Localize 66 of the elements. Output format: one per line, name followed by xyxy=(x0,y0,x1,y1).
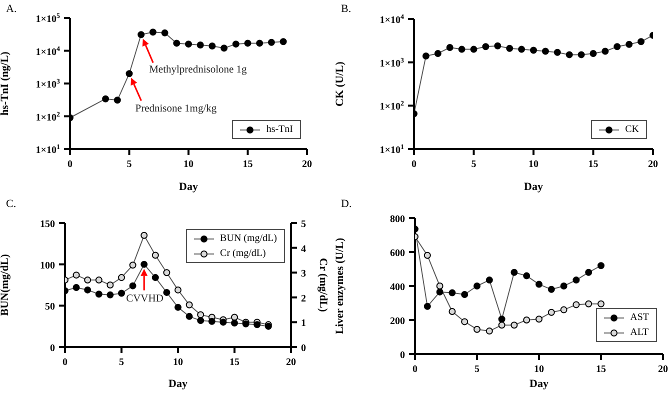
x-tick-label: 10 xyxy=(184,159,194,170)
y-tick-label: 1×10$^{3}$ xyxy=(36,78,60,90)
annotation: Prednisone 1mg/kg xyxy=(135,104,218,115)
y-tick-label: 600 xyxy=(390,248,405,259)
chart-title: D. xyxy=(341,198,352,210)
y2-tick-label: 3 xyxy=(301,268,306,280)
y-tick-label: 150 xyxy=(40,219,55,230)
y-axis-title: BUN(mg/dL) xyxy=(0,254,11,316)
y-tick-label: 1×10$^{5}$ xyxy=(36,12,60,25)
legend-label: ALT xyxy=(630,326,649,340)
x-tick-label: 10 xyxy=(534,364,544,375)
x-tick-label: 10 xyxy=(528,159,538,170)
x-axis-title: Day xyxy=(530,378,549,390)
x-tick-label: 0 xyxy=(412,159,416,170)
x-tick-label: 0 xyxy=(68,159,72,170)
y-axis-title: CK (U/L) xyxy=(334,61,346,106)
y2-tick-label: 1 xyxy=(301,318,306,330)
x-tick-label: 5 xyxy=(474,364,480,375)
x-tick-label: 20 xyxy=(658,364,668,375)
x-tick-label: 5 xyxy=(119,357,124,368)
x-tick-label: 15 xyxy=(588,159,598,170)
y-tick-label: 400 xyxy=(390,282,405,293)
y-tick-label: 1×10$^{3}$ xyxy=(380,56,404,70)
y-axis-title: Liver enzymes (U/L) xyxy=(334,238,346,334)
chart-title: B. xyxy=(341,3,352,15)
y-tick-label: 1×10$^{4}$ xyxy=(36,44,60,58)
x-tick-label: 20 xyxy=(302,159,312,170)
y-tick-label: 1×10$^{1}$ xyxy=(36,143,60,156)
y2-tick-label: 5 xyxy=(301,219,306,230)
x-axis-title: Day xyxy=(168,378,188,390)
annotation: CVVHD xyxy=(126,293,164,304)
y2-tick-label: 0 xyxy=(301,343,306,354)
y-tick-label: 50 xyxy=(45,302,55,313)
x-tick-label: 10 xyxy=(173,357,183,368)
y-tick-label: 200 xyxy=(390,316,405,327)
legend-label: Cr (mg/dL) xyxy=(220,247,266,261)
annotation: Methylprednisolone 1g xyxy=(149,64,248,76)
y-tick-label: 1×10$^{2}$ xyxy=(36,110,60,124)
x-tick-label: 20 xyxy=(286,357,296,368)
x-tick-label: 15 xyxy=(242,159,253,170)
chart-title: A. xyxy=(6,3,17,15)
y-tick-label: 0 xyxy=(50,343,55,354)
legend-label: hs-TnI xyxy=(266,123,293,137)
x-tick-label: 0 xyxy=(412,364,418,375)
x-axis-title: Day xyxy=(179,181,198,193)
chart-title: C. xyxy=(6,198,16,210)
y-tick-label: 1×10$^{1}$ xyxy=(380,143,404,156)
y2-tick-label: 2 xyxy=(301,293,306,304)
x-tick-label: 0 xyxy=(62,357,68,368)
y-tick-label: 1×10$^{2}$ xyxy=(380,100,404,113)
legend-label: BUN (mg/dL) xyxy=(220,232,277,246)
legend-label: AST xyxy=(630,311,649,325)
x-axis-title: Day xyxy=(524,181,544,193)
x-tick-label: 20 xyxy=(648,159,658,170)
y-tick-label: 800 xyxy=(390,214,405,225)
x-tick-label: 15 xyxy=(596,364,606,375)
y2-axis-title: Cr (mg/dL) xyxy=(317,258,330,312)
x-tick-label: 15 xyxy=(230,357,240,368)
y-tick-label: 1×10$^{4}$ xyxy=(380,13,404,26)
legend-label: CK xyxy=(625,123,639,137)
y-axis-title: hs-TnI (ng/L) xyxy=(0,51,11,116)
y-tick-label: 0 xyxy=(400,350,405,361)
y2-tick-label: 4 xyxy=(301,244,306,255)
x-tick-label: 5 xyxy=(471,159,476,170)
y-tick-label: 100 xyxy=(40,260,55,272)
x-tick-label: 5 xyxy=(126,159,132,170)
